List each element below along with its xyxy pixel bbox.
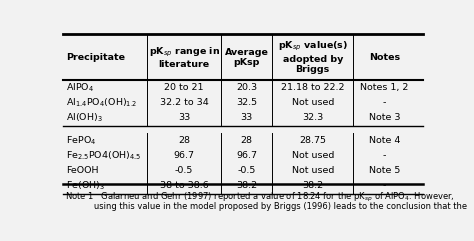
Text: Precipitate: Precipitate — [66, 53, 125, 62]
Text: -0.5: -0.5 — [237, 166, 256, 175]
Text: Fe$_{2.5}$PO4(OH)$_{4.5}$: Fe$_{2.5}$PO4(OH)$_{4.5}$ — [66, 149, 141, 162]
Text: pK$_{sp}$ value(s)
adopted by
Briggs: pK$_{sp}$ value(s) adopted by Briggs — [278, 40, 348, 74]
Text: Note 1   Galarneu and Gehr (1997) reported a value of 18.24 for the pK$_{sp}$ of: Note 1 Galarneu and Gehr (1997) reported… — [65, 191, 455, 204]
Text: pK$_{sp}$ range in
literature: pK$_{sp}$ range in literature — [148, 46, 220, 69]
Text: Note 4: Note 4 — [369, 136, 400, 145]
Text: Notes: Notes — [369, 53, 400, 62]
Text: Note 3: Note 3 — [369, 114, 400, 122]
Text: Not used: Not used — [292, 151, 334, 160]
Text: FeOOH: FeOOH — [66, 166, 99, 175]
Text: Not used: Not used — [292, 98, 334, 107]
Text: 28: 28 — [178, 136, 190, 145]
Text: Al$_{1.4}$PO$_4$(OH)$_{1.2}$: Al$_{1.4}$PO$_4$(OH)$_{1.2}$ — [66, 97, 137, 109]
Text: using this value in the model proposed by Briggs (1996) leads to the conclusion : using this value in the model proposed b… — [65, 201, 467, 210]
Text: 38.2: 38.2 — [302, 181, 323, 190]
Text: -: - — [383, 181, 386, 190]
Text: Not used: Not used — [292, 166, 334, 175]
Text: 96.7: 96.7 — [236, 151, 257, 160]
Text: 33: 33 — [240, 114, 253, 122]
Text: 32.5: 32.5 — [236, 98, 257, 107]
Text: Average
pKsp: Average pKsp — [225, 47, 269, 67]
Text: 28.75: 28.75 — [299, 136, 326, 145]
Text: Al(OH)$_3$: Al(OH)$_3$ — [66, 112, 103, 124]
Text: Note 5: Note 5 — [369, 166, 400, 175]
Text: 33: 33 — [178, 114, 190, 122]
Text: 20 to 21: 20 to 21 — [164, 83, 204, 92]
Text: 28: 28 — [241, 136, 253, 145]
Text: 96.7: 96.7 — [173, 151, 195, 160]
Text: -0.5: -0.5 — [175, 166, 193, 175]
Text: 38.2: 38.2 — [236, 181, 257, 190]
Text: 38 to 38.6: 38 to 38.6 — [160, 181, 209, 190]
Text: 21.18 to 22.2: 21.18 to 22.2 — [281, 83, 345, 92]
Text: Fe(OH)$_3$: Fe(OH)$_3$ — [66, 180, 105, 192]
Text: Notes 1, 2: Notes 1, 2 — [360, 83, 409, 92]
Text: FePO$_4$: FePO$_4$ — [66, 134, 96, 147]
Text: -: - — [383, 98, 386, 107]
Text: 32.3: 32.3 — [302, 114, 323, 122]
Text: 32.2 to 34: 32.2 to 34 — [160, 98, 209, 107]
Text: -: - — [383, 151, 386, 160]
Text: AlPO$_4$: AlPO$_4$ — [66, 81, 94, 94]
Text: 20.3: 20.3 — [236, 83, 257, 92]
